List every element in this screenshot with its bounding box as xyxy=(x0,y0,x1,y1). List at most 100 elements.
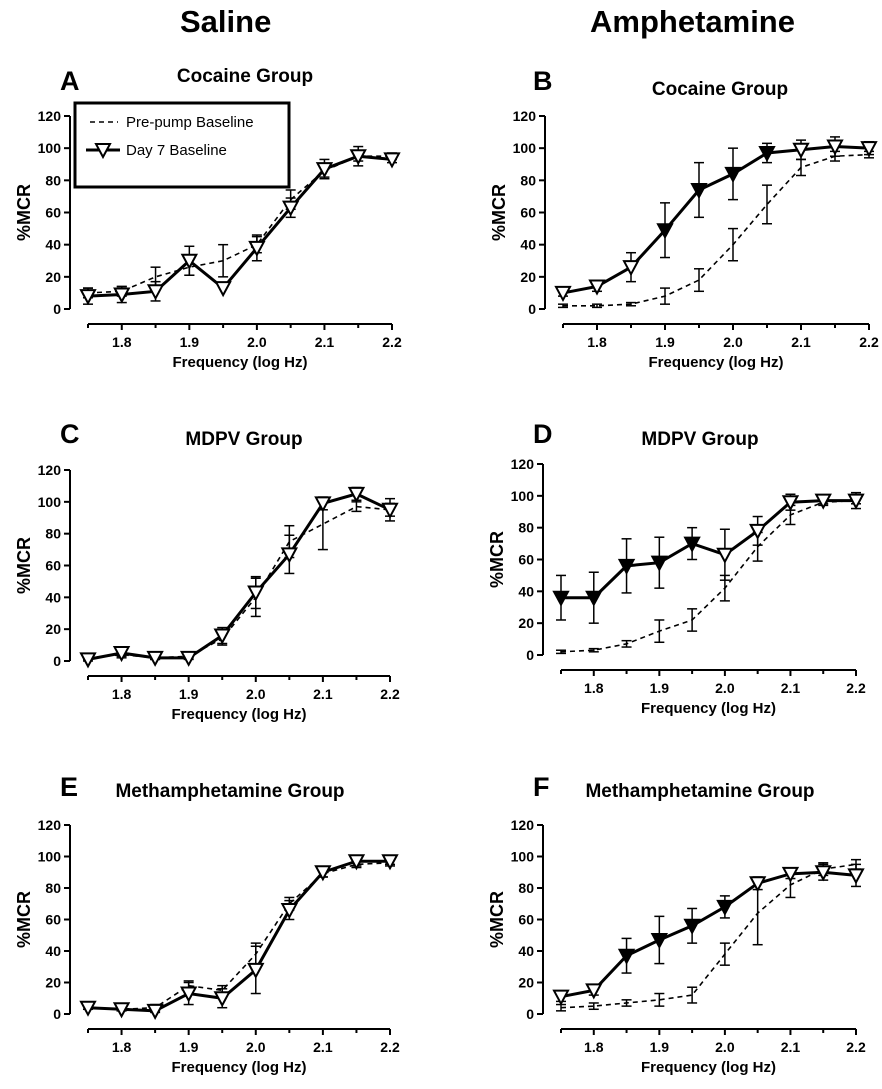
y-tick-label: 0 xyxy=(53,653,61,669)
y-tick-label: 120 xyxy=(513,108,537,124)
data-point xyxy=(383,152,401,169)
y-tick-label: 40 xyxy=(45,589,61,605)
data-point xyxy=(683,536,701,553)
panel-letter: D xyxy=(533,419,553,449)
y-tick-label: 120 xyxy=(511,817,535,833)
y-tick-label: 40 xyxy=(518,943,534,959)
panel-letter: C xyxy=(60,419,80,449)
legend-label-pre-pump: Pre-pump Baseline xyxy=(126,114,254,131)
series-line xyxy=(87,862,391,1011)
x-tick-label: 1.8 xyxy=(587,334,607,350)
series-line xyxy=(87,859,390,1013)
panel-title: Methamphetamine Group xyxy=(115,781,344,802)
data-point xyxy=(347,854,366,871)
x-axis-label: Frequency (log Hz) xyxy=(641,1059,776,1076)
x-tick-label: 1.9 xyxy=(180,334,200,350)
data-point xyxy=(113,287,131,304)
column-title-amphetamine: Amphetamine xyxy=(590,4,795,39)
series-day7-baseline xyxy=(79,486,399,669)
x-tick-label: 2.0 xyxy=(715,680,735,696)
y-tick-label: 60 xyxy=(520,205,536,221)
y-tick-label: 0 xyxy=(53,1006,61,1022)
data-point xyxy=(814,865,832,882)
y-tick-label: 60 xyxy=(45,558,61,574)
panel-title: Cocaine Group xyxy=(652,79,788,100)
x-axis-label: Frequency (log Hz) xyxy=(171,706,306,723)
x-axis-label: Frequency (log Hz) xyxy=(641,700,776,717)
y-tick-label: 0 xyxy=(53,301,61,317)
y-tick-label: 100 xyxy=(511,849,535,865)
panel-title: MDPV Group xyxy=(641,429,758,450)
x-tick-label: 1.8 xyxy=(112,1039,132,1055)
data-point xyxy=(381,502,399,519)
data-point xyxy=(650,555,669,572)
y-tick-label: 80 xyxy=(45,880,61,896)
series-day7-baseline xyxy=(79,145,401,306)
data-point xyxy=(656,223,674,240)
y-tick-label: 20 xyxy=(45,621,61,637)
data-point xyxy=(552,989,570,1006)
data-point xyxy=(617,948,636,965)
panel-b: B Cocaine Group 0 20 40 60 80 100 120 %MCR 1.8 1.9 2… xyxy=(489,66,879,371)
x-tick-label: 2.2 xyxy=(846,1039,866,1055)
series-line xyxy=(563,153,870,307)
data-point xyxy=(79,1000,97,1017)
series-pre-pump-baseline xyxy=(556,496,861,655)
data-point xyxy=(847,493,865,510)
data-point xyxy=(280,903,299,920)
x-tick-label: 2.1 xyxy=(791,334,811,350)
data-point xyxy=(314,865,332,882)
y-tick-label: 20 xyxy=(45,975,61,991)
y-tick-label: 100 xyxy=(511,488,535,504)
y-tick-label: 40 xyxy=(45,943,61,959)
series-pre-pump-baseline xyxy=(83,497,395,661)
x-tick-label: 2.0 xyxy=(723,334,743,350)
data-point xyxy=(179,650,198,667)
series-line xyxy=(560,499,857,653)
data-point xyxy=(214,281,232,298)
x-tick-label: 2.0 xyxy=(247,334,267,350)
series-pre-pump-baseline xyxy=(558,150,874,309)
series-day7-baseline xyxy=(552,491,865,624)
y-tick-label: 100 xyxy=(38,494,62,510)
data-point xyxy=(781,866,800,883)
y-tick-label: 20 xyxy=(45,269,61,285)
y-tick-label: 100 xyxy=(513,140,537,156)
series-line xyxy=(560,870,857,999)
y-axis-label: %MCR xyxy=(489,184,509,241)
data-point xyxy=(552,590,570,607)
x-tick-label: 2.0 xyxy=(715,1039,735,1055)
data-point xyxy=(247,585,265,602)
y-tick-label: 0 xyxy=(528,301,536,317)
series-pre-pump-baseline xyxy=(556,858,861,1012)
y-tick-label: 80 xyxy=(520,172,536,188)
y-tick-label: 0 xyxy=(526,647,534,663)
data-point xyxy=(585,590,603,607)
x-tick-label: 2.2 xyxy=(380,686,400,702)
data-point xyxy=(146,650,164,667)
data-point xyxy=(716,899,734,917)
data-point xyxy=(179,986,198,1003)
y-tick-label: 120 xyxy=(511,456,535,472)
data-point xyxy=(347,486,366,503)
panel-letter: B xyxy=(533,66,553,96)
x-tick-label: 2.0 xyxy=(246,686,266,702)
y-axis-label: %MCR xyxy=(487,531,507,588)
y-tick-label: 60 xyxy=(518,912,534,928)
x-tick-label: 2.1 xyxy=(313,1039,333,1055)
data-point xyxy=(112,646,131,663)
data-point xyxy=(847,868,865,885)
data-point xyxy=(79,289,97,306)
legend: Pre-pump Baseline Day 7 Baseline xyxy=(73,101,291,189)
x-tick-label: 2.2 xyxy=(380,1039,400,1055)
data-point xyxy=(146,1003,164,1020)
data-point xyxy=(683,918,701,935)
series-line xyxy=(561,499,856,600)
data-point xyxy=(381,854,399,871)
x-tick-label: 2.0 xyxy=(246,1039,266,1055)
column-title-saline: Saline xyxy=(180,4,272,39)
x-tick-label: 1.8 xyxy=(584,680,604,696)
series-line xyxy=(562,145,870,295)
y-tick-label: 0 xyxy=(526,1006,534,1022)
data-point xyxy=(349,149,367,166)
